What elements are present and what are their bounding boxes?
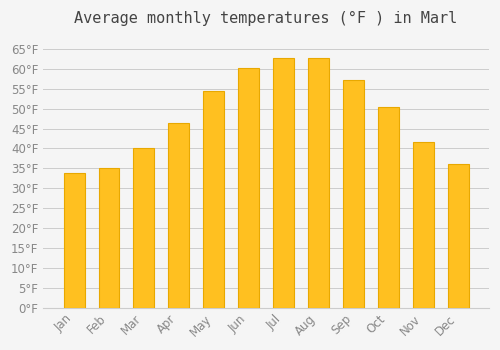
Bar — [98, 168, 119, 308]
Bar — [204, 91, 224, 308]
Title: Average monthly temperatures (°F ) in Marl: Average monthly temperatures (°F ) in Ma… — [74, 11, 458, 26]
Bar — [378, 107, 399, 308]
Bar — [343, 80, 364, 308]
Bar — [308, 58, 329, 308]
Bar — [168, 123, 190, 308]
Bar — [238, 69, 259, 308]
Bar — [448, 164, 468, 308]
Bar — [64, 173, 84, 308]
Bar — [273, 58, 294, 308]
Bar — [413, 142, 434, 308]
Bar — [134, 148, 154, 308]
